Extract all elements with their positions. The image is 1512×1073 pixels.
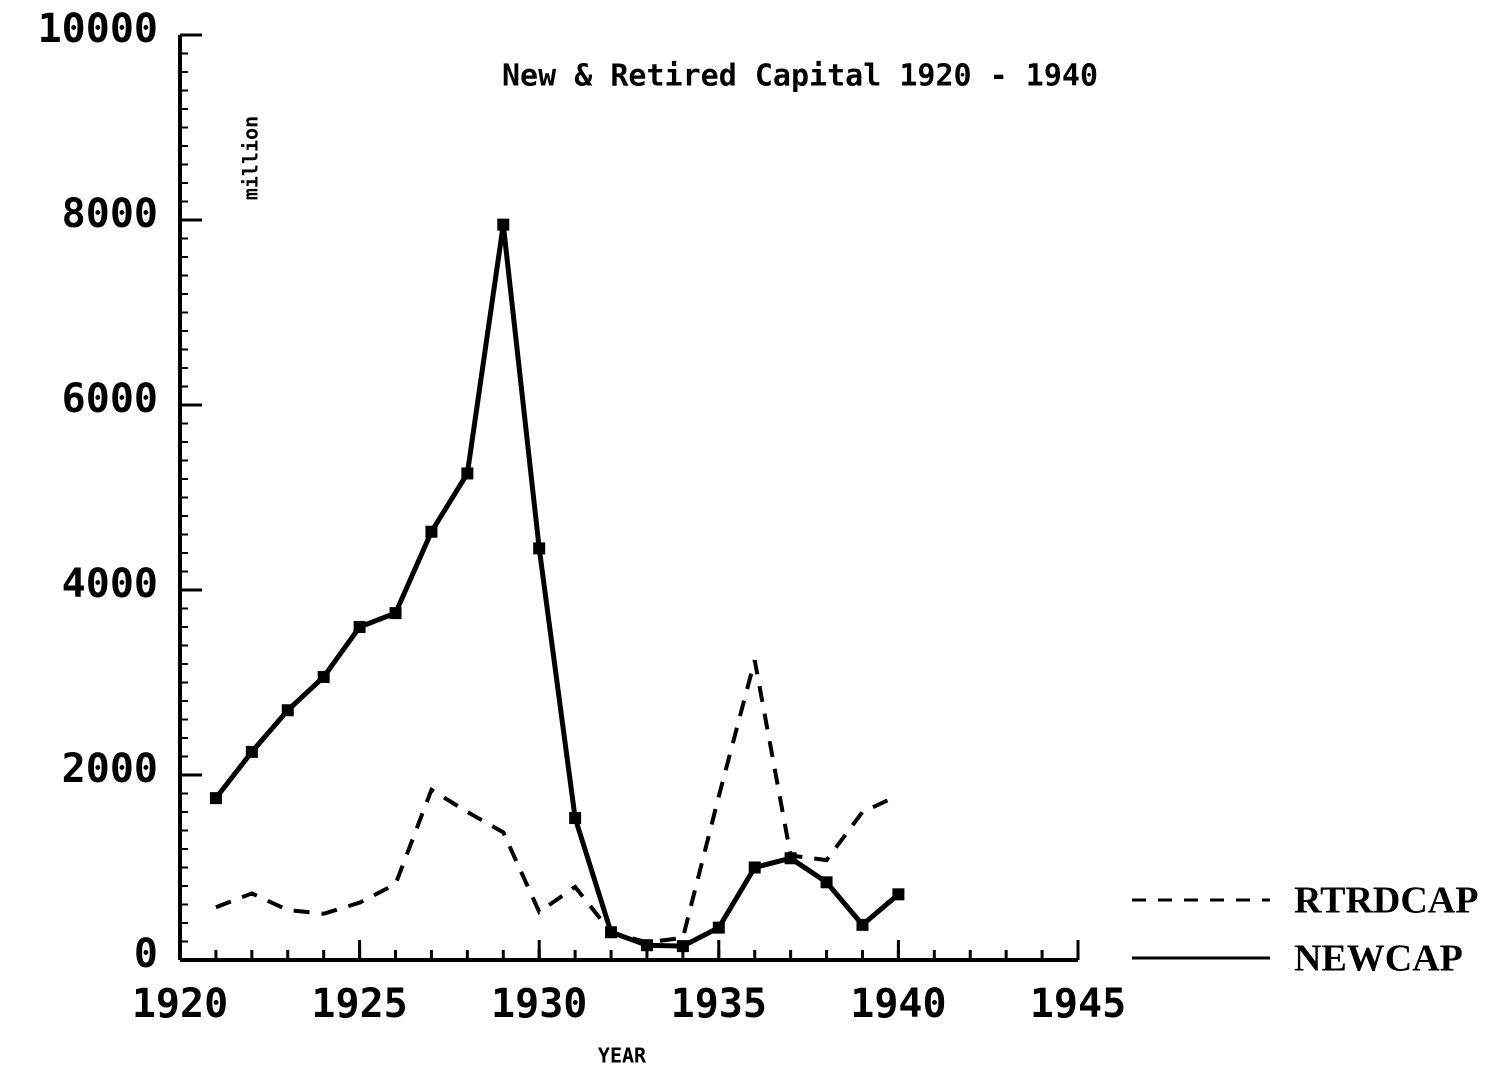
y-tick-label: 6000 (62, 376, 158, 422)
point-marker (497, 218, 510, 231)
point-marker (784, 852, 797, 865)
point-marker (820, 876, 833, 889)
point-marker (533, 542, 546, 555)
point-marker (317, 670, 330, 683)
x-axis-label: YEAR (598, 1044, 647, 1068)
point-marker (892, 888, 905, 901)
point-marker (245, 745, 258, 758)
x-tick-label: 1935 (671, 981, 767, 1027)
point-marker (425, 525, 438, 538)
x-tick-label: 1940 (850, 981, 946, 1027)
series-line (215, 659, 900, 945)
point-marker (748, 861, 761, 874)
x-tick-label: 1920 (132, 981, 228, 1027)
x-tick-label: 1930 (491, 981, 587, 1027)
point-marker (856, 918, 869, 931)
point-marker (605, 926, 618, 939)
legend-label: NEWCAP (1294, 938, 1463, 980)
y-tick-label: 10000 (38, 6, 158, 52)
point-marker (712, 921, 725, 934)
point-marker (281, 704, 294, 717)
point-marker (569, 812, 582, 825)
y-tick-label: 0 (134, 931, 158, 977)
x-tick-label: 1945 (1030, 981, 1126, 1027)
point-marker (389, 607, 402, 620)
x-tick-label: 1925 (311, 981, 407, 1027)
chart-title: New & Retired Capital 1920 - 1940 (502, 59, 1098, 94)
point-marker (676, 940, 689, 953)
y-tick-label: 2000 (62, 746, 158, 792)
legend-label: RTRDCAP (1294, 880, 1478, 922)
series-line (213, 224, 901, 949)
y-axis-label: million (239, 116, 263, 200)
point-marker (353, 621, 366, 633)
point-marker (640, 939, 653, 952)
point-marker (461, 467, 474, 480)
point-marker (209, 792, 222, 805)
y-tick-label: 8000 (62, 191, 158, 237)
y-tick-label: 4000 (62, 561, 158, 607)
